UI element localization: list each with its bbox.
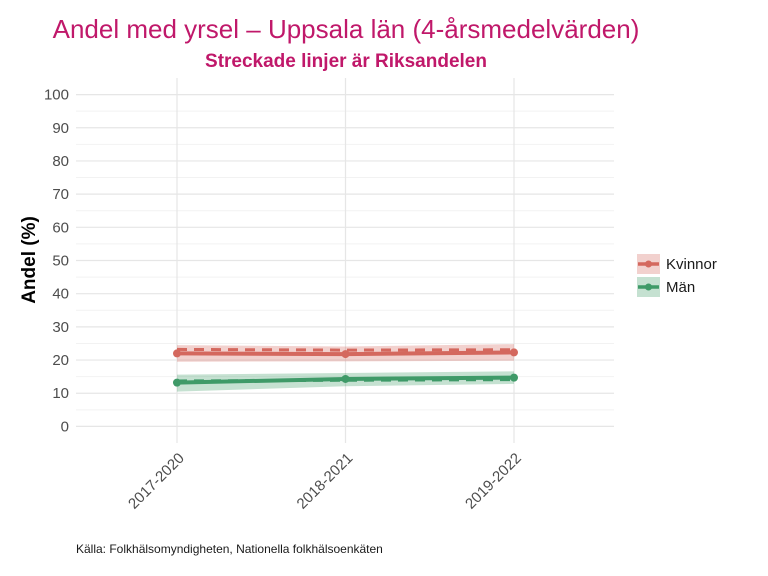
- y-axis-ticks: 0 10 20 30 40 50 60 70 80 90 100: [44, 87, 69, 436]
- y-tick-label: 70: [52, 186, 69, 203]
- y-tick-label: 60: [52, 219, 69, 236]
- y-tick-label: 80: [52, 153, 69, 170]
- series-1-point: [341, 350, 350, 359]
- y-tick-label: 90: [52, 120, 69, 137]
- series-2-point: [510, 373, 518, 382]
- x-tick-label: 2017-2020: [125, 450, 188, 513]
- y-tick-label: 50: [52, 253, 69, 270]
- y-axis-label: Andel (%): [19, 216, 40, 304]
- legend-key-point: [645, 283, 652, 291]
- x-tick-label: 2019-2022: [462, 450, 525, 513]
- legend-label: Män: [666, 279, 695, 296]
- grid: [76, 78, 614, 443]
- x-tick-label: 2018-2021: [294, 450, 357, 513]
- series-1-point: [173, 349, 181, 358]
- legend-key-point: [645, 260, 652, 268]
- y-tick-label: 40: [52, 286, 69, 303]
- legend-label: Kvinnor: [666, 256, 717, 273]
- y-tick-label: 20: [52, 352, 69, 369]
- series-2-point: [341, 374, 350, 383]
- series-lines: [173, 348, 518, 387]
- caption: Källa: Folkhälsomyndigheten, Nationella …: [76, 542, 383, 556]
- y-tick-label: 10: [52, 385, 69, 402]
- y-tick-label: 0: [61, 418, 69, 435]
- x-axis-ticks: 2017-2020 2018-2021 2019-2022: [125, 450, 525, 513]
- chart-title: Andel med yrsel – Uppsala län (4-årsmede…: [53, 14, 640, 44]
- y-tick-label: 100: [44, 87, 69, 104]
- series-1-point: [510, 348, 518, 357]
- y-tick-label: 30: [52, 319, 69, 336]
- series-1-national-line: [176, 347, 515, 352]
- series-2-point: [173, 378, 181, 387]
- legend: Kvinnor Män: [637, 254, 717, 297]
- chart-subtitle: Streckade linjer är Riksandelen: [205, 51, 487, 72]
